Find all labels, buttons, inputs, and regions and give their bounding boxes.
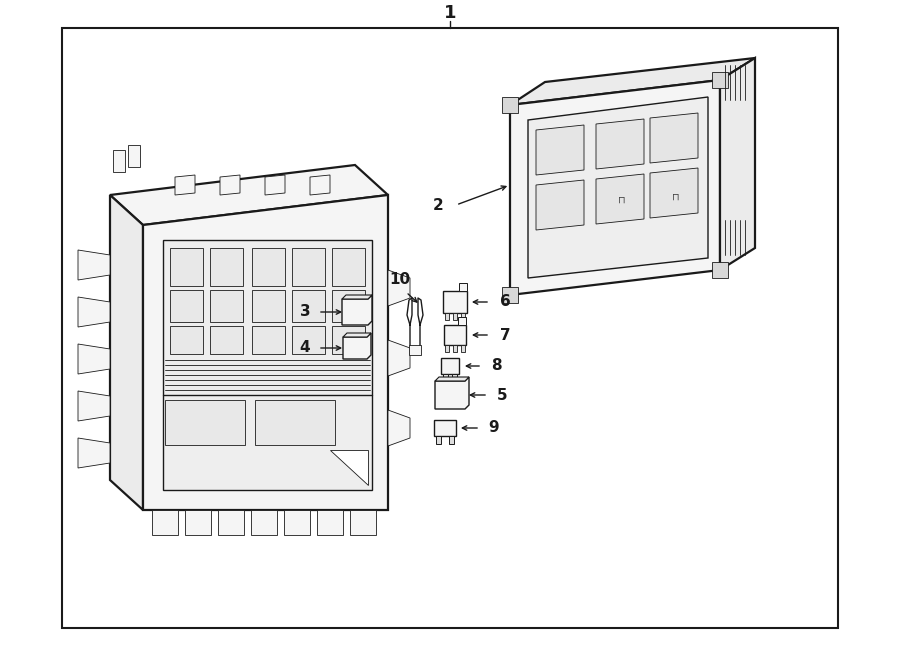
Polygon shape [175, 175, 195, 195]
Polygon shape [650, 113, 698, 163]
Text: 2: 2 [433, 199, 444, 214]
Polygon shape [152, 510, 178, 535]
Bar [449, 436, 454, 444]
Polygon shape [388, 410, 410, 446]
Bar [332, 290, 365, 322]
Polygon shape [720, 58, 755, 270]
Polygon shape [110, 195, 143, 510]
Polygon shape [458, 317, 466, 325]
Bar [292, 248, 325, 286]
Bar [502, 287, 518, 303]
Bar [461, 345, 465, 352]
Bar [445, 313, 449, 320]
Polygon shape [78, 438, 110, 468]
Bar [165, 400, 245, 445]
Bar [502, 97, 518, 113]
Bar [252, 248, 285, 286]
Polygon shape [78, 391, 110, 421]
Polygon shape [444, 325, 466, 345]
Polygon shape [342, 295, 372, 325]
Polygon shape [510, 58, 755, 105]
Polygon shape [218, 510, 244, 535]
Text: ⊓: ⊓ [618, 195, 626, 205]
Bar [461, 313, 465, 320]
Polygon shape [650, 168, 698, 218]
Bar [252, 326, 285, 354]
Polygon shape [78, 297, 110, 327]
Bar [452, 374, 457, 382]
Bar [210, 290, 243, 322]
Bar [170, 248, 203, 286]
Bar [252, 290, 285, 322]
Polygon shape [350, 510, 376, 535]
Bar [210, 326, 243, 354]
Bar [712, 262, 728, 278]
Text: 8: 8 [491, 359, 501, 373]
Polygon shape [536, 125, 584, 175]
Bar [453, 313, 457, 320]
Bar [445, 345, 449, 352]
Bar [332, 248, 365, 286]
Polygon shape [310, 175, 330, 195]
Bar [255, 400, 335, 445]
Bar [170, 326, 203, 354]
Text: 5: 5 [497, 387, 508, 402]
Bar [128, 145, 140, 167]
Bar [441, 358, 459, 374]
Text: ⊓: ⊓ [672, 192, 680, 202]
Polygon shape [343, 333, 371, 337]
Polygon shape [596, 174, 644, 224]
Polygon shape [528, 97, 708, 278]
Polygon shape [317, 510, 343, 535]
Polygon shape [459, 283, 467, 291]
Bar [113, 150, 125, 172]
Polygon shape [435, 377, 469, 409]
Text: 9: 9 [489, 420, 500, 436]
Polygon shape [251, 510, 277, 535]
Polygon shape [220, 175, 240, 195]
Polygon shape [110, 165, 388, 225]
Bar [434, 420, 456, 436]
Polygon shape [596, 119, 644, 169]
Polygon shape [536, 180, 584, 230]
Polygon shape [388, 340, 410, 376]
Bar [712, 72, 728, 88]
Bar [210, 248, 243, 286]
Bar [443, 374, 448, 382]
Text: 3: 3 [300, 305, 310, 320]
Bar [170, 290, 203, 322]
Polygon shape [185, 510, 211, 535]
Polygon shape [265, 175, 285, 195]
Text: 6: 6 [500, 295, 510, 310]
Polygon shape [78, 250, 110, 280]
Bar [436, 436, 441, 444]
Text: 10: 10 [390, 273, 410, 287]
Polygon shape [78, 344, 110, 374]
Polygon shape [343, 333, 371, 359]
Text: 7: 7 [500, 328, 510, 342]
Text: 1: 1 [444, 4, 456, 22]
Bar [62, 28, 838, 628]
Polygon shape [163, 240, 372, 490]
Polygon shape [342, 295, 372, 299]
Text: 4: 4 [300, 340, 310, 355]
Polygon shape [284, 510, 310, 535]
Bar [409, 345, 421, 355]
Polygon shape [143, 195, 388, 510]
Polygon shape [443, 291, 467, 313]
Polygon shape [435, 377, 469, 381]
Bar [292, 326, 325, 354]
Polygon shape [388, 270, 410, 306]
Polygon shape [330, 450, 368, 485]
Bar [292, 290, 325, 322]
Bar [332, 326, 365, 354]
Bar [453, 345, 457, 352]
Polygon shape [510, 80, 720, 295]
